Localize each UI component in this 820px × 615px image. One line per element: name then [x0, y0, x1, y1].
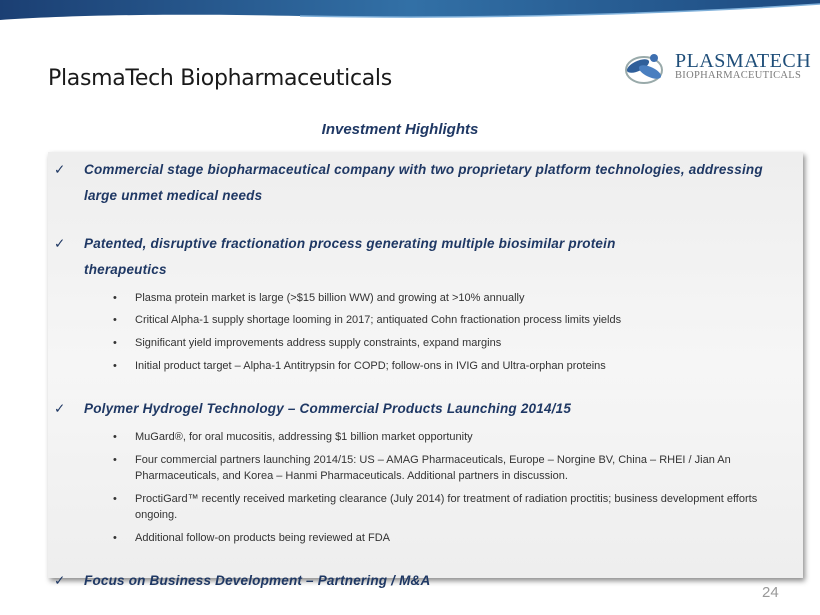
- bullet-icon: •: [113, 292, 117, 304]
- logo-emblem-icon: [625, 54, 663, 84]
- bullet-icon: •: [113, 431, 117, 443]
- page-number: 24: [762, 584, 779, 601]
- checkmark-icon: ✓: [54, 162, 66, 177]
- checkmark-icon: ✓: [54, 573, 66, 588]
- list-item: • Significant yield improvements address …: [113, 337, 502, 349]
- checkmark-icon: ✓: [54, 401, 66, 416]
- page-title: PlasmaTech Biopharmaceuticals: [48, 66, 392, 91]
- highlight-item: ✓ Patented, disruptive fractionation proc…: [54, 231, 698, 283]
- company-logo: PlasmaTech Biopharmaceuticals: [620, 48, 815, 88]
- highlights-panel: [48, 152, 803, 578]
- highlight-item: ✓ Focus on Business Development – Partner…: [54, 568, 778, 594]
- bullet-icon: •: [113, 493, 117, 505]
- logo-sub-text: Biopharmaceuticals: [675, 70, 802, 81]
- list-item: • Initial product target – Alpha-1 Antitr…: [113, 360, 606, 372]
- logo-main-text: PlasmaTech: [675, 50, 812, 72]
- bullet-icon: •: [113, 454, 117, 466]
- highlight-item: ✓ Commercial stage biopharmaceutical comp…: [54, 157, 778, 209]
- bullet-icon: •: [113, 337, 117, 349]
- bullet-icon: •: [113, 314, 117, 326]
- list-item: • ProctiGard™ recently received marketing…: [113, 493, 758, 521]
- list-item: • Four commercial partners launching 2014…: [113, 454, 731, 482]
- bullet-icon: •: [113, 360, 117, 372]
- list-item: • Additional follow-on products being rev…: [113, 532, 390, 544]
- section-subtitle: Investment Highlights: [321, 121, 479, 138]
- header-swoosh: [0, 0, 820, 20]
- list-item: • Plasma protein market is large (>$15 bi…: [113, 292, 525, 304]
- highlight-item: ✓ Polymer Hydrogel Technology – Commercia…: [54, 396, 778, 422]
- list-item: • Critical Alpha-1 supply shortage loomin…: [113, 314, 622, 326]
- bullet-icon: •: [113, 532, 117, 544]
- list-item: • MuGard®, for oral mucositis, addressing…: [113, 431, 473, 443]
- checkmark-icon: ✓: [54, 236, 66, 251]
